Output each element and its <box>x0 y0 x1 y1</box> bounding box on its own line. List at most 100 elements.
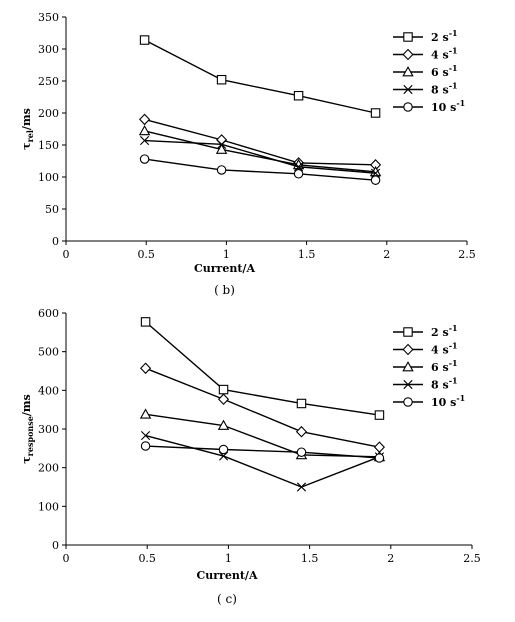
data-point <box>217 419 230 430</box>
data-point <box>293 162 304 172</box>
series-0 <box>139 35 381 118</box>
data-point <box>370 168 381 178</box>
y-tick-label: 300 <box>38 43 59 56</box>
x-tick-label: 0.5 <box>138 552 156 565</box>
x-tick-label: 1.5 <box>298 248 316 261</box>
data-point <box>140 135 150 146</box>
data-point <box>140 317 151 327</box>
x-tick-label: 0 <box>63 248 70 261</box>
legend-item: 8 s-1 <box>393 376 458 392</box>
legend-label: 4 s-1 <box>431 46 458 62</box>
legend-item: 6 s-1 <box>393 63 458 79</box>
x-tick-label: 2.5 <box>458 248 476 261</box>
data-point <box>296 447 307 457</box>
legend-item: 2 s-1 <box>393 28 458 44</box>
data-point <box>138 124 151 136</box>
y-tick-label: 0 <box>52 235 59 248</box>
y-tick-label: 200 <box>38 107 59 120</box>
y-tick-label: 600 <box>38 307 59 320</box>
y-tick-label: 250 <box>38 75 59 88</box>
y-tick-label: 500 <box>38 346 59 359</box>
series-line <box>144 139 376 174</box>
data-point <box>370 108 381 118</box>
legend-item: 10 s-1 <box>393 393 465 409</box>
series-line <box>145 321 380 416</box>
data-point <box>139 154 150 164</box>
data-point <box>215 143 228 154</box>
x-axis-label: Current/A <box>197 569 258 582</box>
series-line <box>144 130 376 173</box>
legend-marker <box>402 343 414 356</box>
panel-caption: ( b) <box>214 283 235 297</box>
series-0 <box>140 317 385 420</box>
y-tick-label: 50 <box>45 203 59 216</box>
y-axis-label-main: τ <box>20 456 33 463</box>
data-point <box>139 408 152 419</box>
legend-marker <box>403 32 413 42</box>
series-line <box>145 445 380 459</box>
legend-marker <box>403 327 413 337</box>
x-tick-label: 1 <box>223 248 230 261</box>
data-point <box>374 453 385 463</box>
legend-item: 6 s-1 <box>393 358 458 374</box>
y-tick-label: 100 <box>38 500 59 513</box>
legend-marker <box>403 379 413 390</box>
panel-caption: ( c) <box>217 592 237 606</box>
data-point <box>139 35 150 45</box>
series-line <box>144 39 376 114</box>
legend-marker <box>403 397 413 407</box>
data-point <box>216 74 227 85</box>
legend-marker <box>402 361 414 372</box>
y-tick-label: 300 <box>38 423 59 436</box>
y-tick-label: 0 <box>52 539 59 552</box>
y-tick-label: 150 <box>38 139 59 152</box>
series-3 <box>140 135 381 178</box>
data-point <box>296 482 307 492</box>
legend-item: 8 s-1 <box>393 81 458 97</box>
legend-marker <box>403 102 413 112</box>
y-axis-label-sub: response <box>25 416 35 456</box>
legend-marker <box>403 84 413 95</box>
series-line <box>144 158 376 181</box>
data-point <box>218 384 229 395</box>
data-point <box>293 90 304 101</box>
y-axis-label-main: τ <box>20 142 33 149</box>
legend-label: 2 s-1 <box>431 323 458 339</box>
series-line <box>145 413 380 458</box>
data-point <box>140 441 151 451</box>
data-point <box>140 362 152 375</box>
x-tick-label: 1 <box>225 552 232 565</box>
x-tick-label: 0 <box>63 552 70 565</box>
data-point <box>140 430 151 441</box>
legend-label: 4 s-1 <box>431 341 458 357</box>
y-axis-label-unit: /ms <box>20 108 33 130</box>
y-axis-label: τresponse/ms <box>20 394 35 463</box>
legend-marker <box>402 48 414 61</box>
data-point <box>217 393 230 406</box>
x-tick-label: 0.5 <box>137 248 155 261</box>
legend-item: 2 s-1 <box>393 323 458 339</box>
x-tick-label: 2 <box>383 248 390 261</box>
series-line <box>144 118 376 166</box>
data-point <box>218 444 229 455</box>
y-tick-label: 400 <box>38 384 59 397</box>
legend-item: 4 s-1 <box>393 46 458 62</box>
legend-item: 10 s-1 <box>393 98 465 114</box>
legend-label: 10 s-1 <box>431 393 465 409</box>
y-tick-label: 350 <box>38 11 59 24</box>
series-1 <box>140 362 385 453</box>
data-point <box>293 169 304 179</box>
data-point <box>216 139 227 149</box>
legend-label: 6 s-1 <box>431 358 458 374</box>
series-line <box>145 367 380 448</box>
data-point <box>139 113 151 126</box>
legend-label: 10 s-1 <box>431 98 465 114</box>
y-tick-label: 100 <box>38 171 59 184</box>
series-line <box>145 434 380 488</box>
y-axis-label: τrel/ms <box>20 108 35 150</box>
x-tick-label: 2.5 <box>463 552 481 565</box>
legend-label: 8 s-1 <box>431 81 458 97</box>
y-axis-label-unit: /ms <box>20 394 33 416</box>
chart-panel-0: 0 50 100 150 200 250 300 350 0 0.5 1 1.5 2 2.5 Current… <box>20 11 476 297</box>
